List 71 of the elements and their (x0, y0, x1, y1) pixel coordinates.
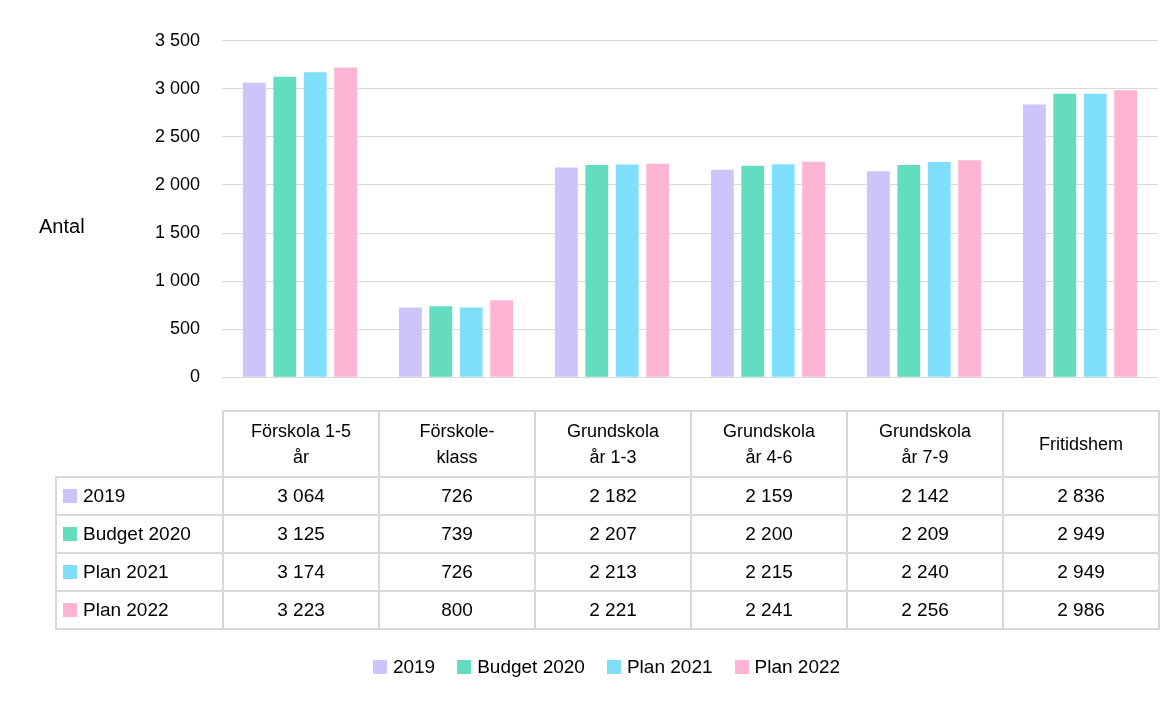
y-axis-title: Antal (39, 214, 85, 237)
bar (710, 169, 734, 377)
y-tick-label: 2 000 (154, 173, 200, 194)
data-label: 726 (379, 553, 535, 591)
y-tick-label: 1 500 (154, 222, 200, 242)
data-label: 2 209 (847, 515, 1003, 553)
bar (771, 164, 795, 377)
bar (273, 76, 297, 377)
bar (646, 163, 670, 377)
y-tick-label: 2 500 (154, 125, 200, 146)
data-label: 2 241 (691, 591, 847, 629)
data-label: 2 213 (535, 553, 691, 591)
bar (1114, 90, 1138, 377)
data-label: 2 200 (691, 515, 847, 553)
data-label: 2 240 (847, 553, 1003, 591)
bar (802, 161, 826, 377)
data-label: 2 142 (847, 477, 1003, 515)
bar (490, 300, 514, 377)
data-label: 2 182 (535, 477, 691, 515)
bar (242, 82, 266, 377)
data-label: 2 986 (1003, 591, 1159, 629)
bar (927, 161, 951, 377)
legend-label: 2019 (56, 477, 223, 515)
data-label: 3 064 (223, 477, 379, 515)
bar (866, 171, 890, 377)
data-label: 2 221 (535, 591, 691, 629)
data-label: 2 207 (535, 515, 691, 553)
y-tick-label: 0 (189, 366, 200, 387)
legend-label: Budget 2020 (56, 515, 223, 553)
data-label: 2 949 (1003, 515, 1159, 553)
bar (398, 307, 422, 377)
bar (741, 165, 765, 377)
bar (585, 165, 609, 377)
x-tick-label: Förskola 1-5 år (223, 411, 379, 477)
bar (303, 72, 327, 377)
data-label: 2 836 (1003, 477, 1159, 515)
data-label: 2 256 (847, 591, 1003, 629)
y-tick-label: 3 000 (154, 77, 200, 98)
bar (459, 307, 483, 377)
data-label: 3 174 (223, 553, 379, 591)
data-label: 3 125 (223, 515, 379, 553)
text: 2019 (392, 656, 436, 677)
x-tick-label: Grundskola år 4-6 (691, 411, 847, 477)
x-tick-label: Grundskola år 7-9 (847, 411, 1003, 477)
text: Budget 2020 (477, 656, 585, 677)
bar (334, 67, 358, 377)
bar (897, 164, 921, 377)
data-label: 739 (379, 515, 535, 553)
y-tick-label: 1 000 (154, 270, 200, 291)
legend-label: Plan 2022 (56, 591, 223, 629)
data-label: 726 (379, 477, 535, 515)
bar (958, 160, 982, 377)
bar (1022, 104, 1046, 377)
data-label: 3 223 (223, 591, 379, 629)
bar (554, 167, 578, 377)
legend-label: Plan 2021 (56, 553, 223, 591)
x-tick-label: Fritidshem (1003, 411, 1159, 477)
bar (1053, 93, 1077, 377)
x-tick-label: Förskole-klass (379, 411, 535, 477)
text: Plan 2022 (754, 656, 841, 677)
data-label: 2 215 (691, 553, 847, 591)
y-tick-label: 500 (169, 318, 200, 339)
bar (615, 164, 639, 377)
x-tick-label: Grundskola år 1-3 (535, 411, 691, 477)
text: Plan 2021 (626, 656, 713, 677)
bar (429, 306, 453, 377)
data-label: 800 (379, 591, 535, 629)
bar (1083, 93, 1107, 377)
data-label: 2 949 (1003, 553, 1159, 591)
y-tick-label: 3 500 (154, 29, 200, 50)
data-label: 2 159 (691, 477, 847, 515)
